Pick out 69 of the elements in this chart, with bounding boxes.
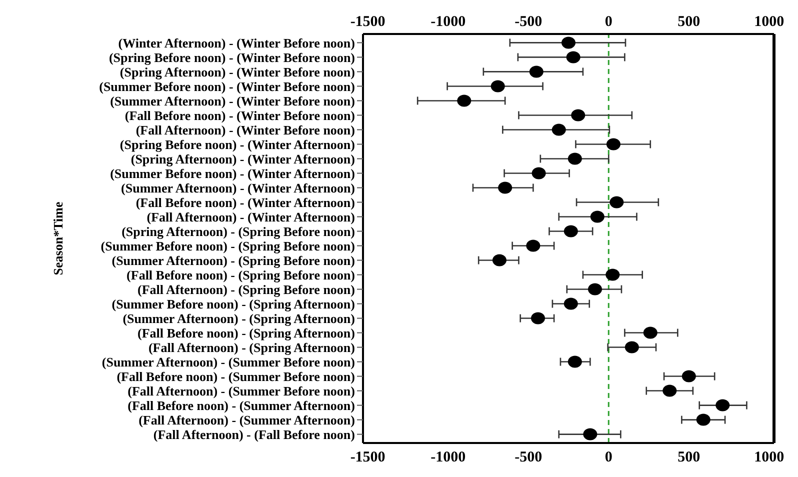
- x-tick-label: 500: [678, 14, 700, 30]
- point: [716, 399, 730, 412]
- y-tick-label: (Summer Afternoon) - (Spring Before noon): [112, 252, 355, 268]
- y-tick-label: (Winter Afternoon) - (Winter Before noon): [118, 35, 355, 50]
- y-tick-label: (Summer Before noon) - (Spring Before noon): [100, 238, 355, 254]
- y-tick-label: (Fall Afternoon) - (Summer Afternoon): [138, 412, 355, 428]
- y-tick-label: (Summer Afternoon) - (Winter Before noon): [110, 93, 355, 108]
- point: [610, 196, 624, 208]
- x2-tick-label: -1000: [430, 450, 466, 466]
- y-tick-label: (Summer Before noon) - (Spring Afternoon): [112, 296, 355, 312]
- point: [526, 240, 540, 252]
- x-tick-label: -1500: [350, 14, 386, 30]
- point: [606, 268, 620, 281]
- point: [566, 51, 580, 64]
- y-tick-label: (Fall Before noon) - (Summer Before noon): [116, 368, 355, 384]
- point: [583, 428, 598, 440]
- point: [571, 109, 586, 122]
- x2-tick-label: 0: [604, 450, 612, 466]
- y-tick-label: (Fall Afternoon) - (Winter Afternoon): [146, 209, 355, 224]
- y-tick-label: (Spring Afternoon) - (Winter Before noon): [120, 64, 355, 80]
- x2-tick-label: -500: [514, 450, 542, 466]
- y-tick-label: (Summer Afternoon) - (Summer Before noon): [102, 354, 355, 370]
- x2-tick-label: -1500: [350, 450, 386, 466]
- x-tick-label: 0: [604, 14, 612, 30]
- point: [562, 36, 576, 49]
- y-tick-label: (Spring Before noon) - (Winter Afternoon): [120, 136, 355, 152]
- point: [568, 356, 582, 368]
- y-tick-label: (Fall Afternoon) - (Spring Before noon): [138, 282, 355, 297]
- y-tick-label: (Spring Afternoon) - (Winter Afternoon): [130, 151, 355, 166]
- y-tick-label: (Fall Afternoon) - (Spring Afternoon): [148, 340, 355, 355]
- point: [457, 94, 472, 107]
- point: [606, 138, 620, 150]
- y-tick-label: (Summer Afternoon) - (Spring Afternoon): [122, 310, 355, 326]
- point: [588, 283, 602, 296]
- point: [564, 298, 578, 310]
- point: [532, 167, 546, 180]
- y-tick-label: (Spring Afternoon) - (Spring Before noon): [122, 224, 355, 239]
- point: [682, 370, 696, 382]
- point: [590, 210, 604, 223]
- y-tick-label: (Fall Before noon) - (Spring Before noon): [126, 267, 355, 282]
- point: [696, 414, 710, 426]
- point: [490, 80, 505, 92]
- point: [643, 326, 658, 339]
- point: [552, 124, 566, 136]
- y-tick-label: (Fall Afternoon) - (Fall Before noon): [153, 426, 355, 442]
- y-tick-label: (Summer Before noon) - (Winter Afternoon): [110, 166, 355, 181]
- y-tick-label: (Summer Before noon) - (Winter Before noon): [99, 78, 355, 94]
- point: [564, 225, 578, 238]
- y-tick-label: (Fall Afternoon) - (Winter Before noon): [136, 122, 355, 138]
- y-tick-label: (Fall Before noon) - (Summer Afternoon): [128, 398, 355, 413]
- point: [568, 152, 582, 165]
- y-tick-label: (Fall Before noon) - (Spring Afternoon): [138, 325, 355, 340]
- point: [530, 312, 545, 324]
- point: [662, 384, 677, 397]
- x-tick-label: -500: [514, 14, 542, 30]
- point: [529, 66, 544, 78]
- x2-tick-label: 500: [678, 450, 700, 466]
- point: [498, 182, 512, 194]
- x-tick-label: 1000: [754, 14, 784, 30]
- y-tick-label: (Fall Before noon) - (Winter Afternoon): [136, 194, 355, 210]
- y-tick-label: (Fall Before noon) - (Winter Before noon): [124, 108, 355, 123]
- y-axis-title: Season*Time: [50, 202, 66, 276]
- x-tick-label: -1000: [430, 14, 466, 30]
- x2-tick-label: 1000: [754, 450, 784, 466]
- y-tick-label: (Spring Before noon) - (Winter Before noon): [108, 50, 355, 65]
- point: [624, 341, 639, 354]
- y-tick-label: (Fall Afternoon) - (Summer Before noon): [128, 383, 355, 398]
- point: [492, 254, 506, 266]
- y-tick-label: (Summer Afternoon) - (Winter Afternoon): [121, 180, 355, 196]
